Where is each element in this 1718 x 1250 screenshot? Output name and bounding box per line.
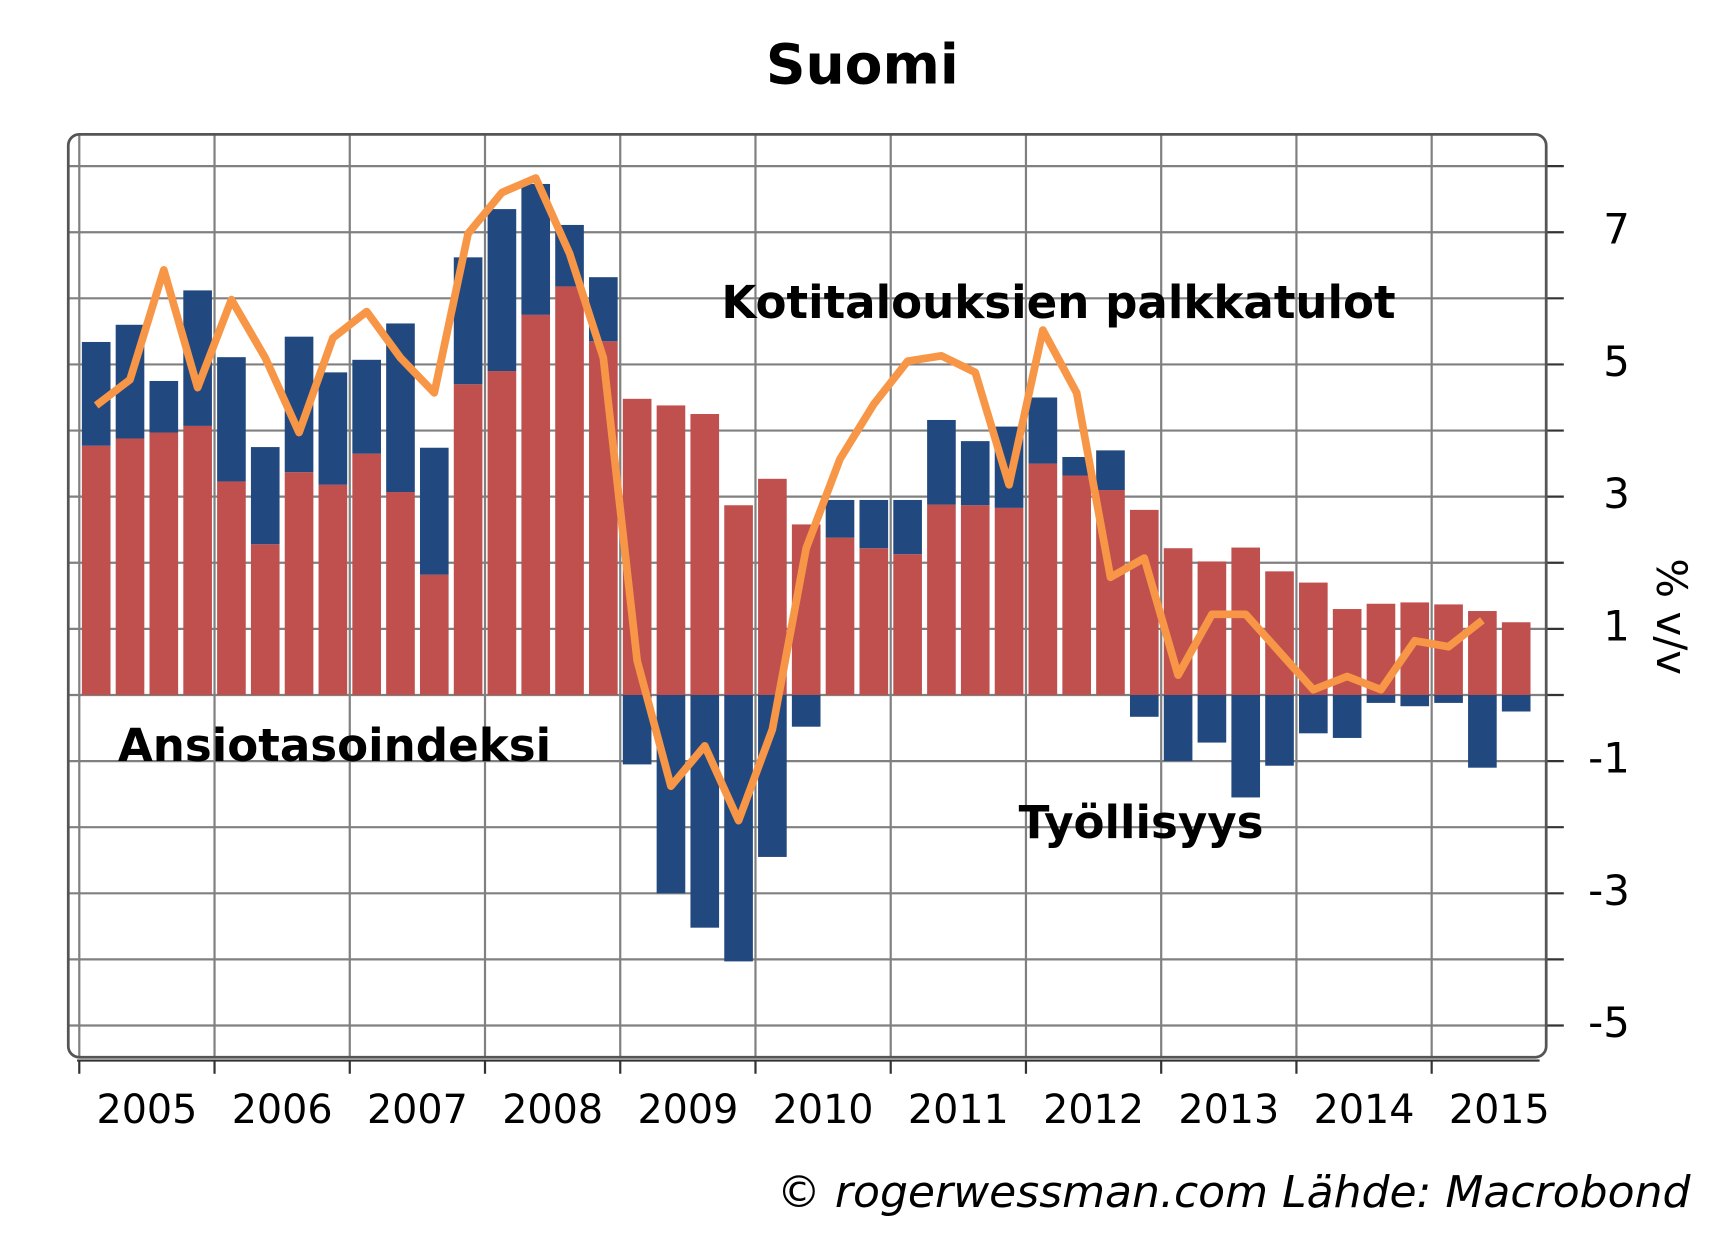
bar xyxy=(250,544,280,695)
bar xyxy=(791,694,821,727)
series-annotation: Kotitalouksien palkkatulot xyxy=(721,276,1395,329)
bar xyxy=(1434,694,1463,703)
bar xyxy=(825,499,855,538)
x-tick-label: 2011 xyxy=(908,1087,1009,1133)
bar xyxy=(149,432,179,695)
y-tick-label: -1 xyxy=(1588,734,1630,783)
bar xyxy=(521,314,551,695)
bar xyxy=(1299,694,1328,734)
bar xyxy=(893,554,922,695)
bar xyxy=(1332,694,1362,738)
bar xyxy=(487,371,517,695)
bar xyxy=(149,380,179,433)
bar xyxy=(1468,694,1497,768)
series-annotation: Työllisyys xyxy=(1019,796,1264,849)
x-tick-label: 2006 xyxy=(232,1087,333,1133)
bar xyxy=(419,447,449,575)
bar xyxy=(825,537,855,695)
plot-frame xyxy=(66,133,1548,1059)
bar xyxy=(859,499,889,549)
bar xyxy=(724,694,753,962)
bar xyxy=(656,405,686,695)
bar xyxy=(927,504,956,695)
y-tick-label: -3 xyxy=(1588,866,1630,915)
bar xyxy=(589,341,618,695)
bar xyxy=(1400,694,1430,707)
bar xyxy=(1028,397,1058,464)
y-tick-label: 7 xyxy=(1603,205,1630,254)
bar xyxy=(1163,694,1193,762)
bar xyxy=(318,372,348,485)
bar xyxy=(1028,463,1058,695)
bar xyxy=(555,286,584,695)
x-tick-label: 2012 xyxy=(1043,1087,1144,1133)
bar xyxy=(656,694,686,894)
bar xyxy=(1265,694,1294,766)
chart-title: Suomi xyxy=(766,32,959,96)
bar xyxy=(927,419,956,505)
bar xyxy=(1129,694,1159,717)
bar xyxy=(690,414,720,695)
bar xyxy=(453,384,483,695)
bar xyxy=(487,209,517,372)
y-tick-label: 3 xyxy=(1603,469,1630,518)
bar xyxy=(81,445,111,695)
bar xyxy=(352,453,381,695)
x-tick-label: 2007 xyxy=(367,1087,468,1133)
series-annotation: Ansiotasoindeksi xyxy=(118,719,551,772)
bar xyxy=(893,499,922,555)
bar xyxy=(115,438,145,695)
y-tick-label: 5 xyxy=(1603,337,1630,386)
bar xyxy=(1062,456,1091,476)
bar xyxy=(960,441,990,506)
bar xyxy=(1096,450,1125,491)
bar xyxy=(1062,475,1091,695)
bar xyxy=(419,574,449,695)
bar xyxy=(217,357,246,482)
bar xyxy=(1501,622,1531,695)
x-tick-label: 2013 xyxy=(1178,1087,1279,1133)
bar xyxy=(1231,694,1261,798)
bar xyxy=(690,694,720,928)
x-tick-label: 2014 xyxy=(1314,1087,1415,1133)
y-tick-label: 1 xyxy=(1603,601,1630,650)
y-axis-label: % v/v xyxy=(1647,558,1696,675)
bar xyxy=(217,481,246,695)
x-tick-label: 2010 xyxy=(773,1087,874,1133)
bar xyxy=(1265,571,1294,695)
y-tick-label: -5 xyxy=(1588,998,1630,1047)
line xyxy=(93,174,1485,825)
bar xyxy=(250,447,280,545)
x-tick-label: 2005 xyxy=(96,1087,197,1133)
x-tick-label: 2008 xyxy=(502,1087,603,1133)
bar xyxy=(1366,694,1396,703)
bar xyxy=(724,505,753,695)
bar xyxy=(1501,694,1531,712)
x-tick-label: 2009 xyxy=(637,1087,738,1133)
credit: © rogerwessman.com Lähde: Macrobond xyxy=(777,1167,1692,1218)
bar xyxy=(1197,694,1227,743)
bar xyxy=(352,359,381,454)
bar xyxy=(183,425,212,695)
bar xyxy=(960,505,990,695)
bar xyxy=(386,492,415,695)
bar xyxy=(318,484,348,695)
bar xyxy=(284,472,314,695)
plot: -5 -3 -1 1 3 5 7 2005 2006 2007 2008 2009 2010 2011 20… xyxy=(66,133,1630,1133)
bar xyxy=(859,548,889,695)
x-tick-label: 2015 xyxy=(1449,1087,1550,1133)
bar xyxy=(994,507,1024,695)
